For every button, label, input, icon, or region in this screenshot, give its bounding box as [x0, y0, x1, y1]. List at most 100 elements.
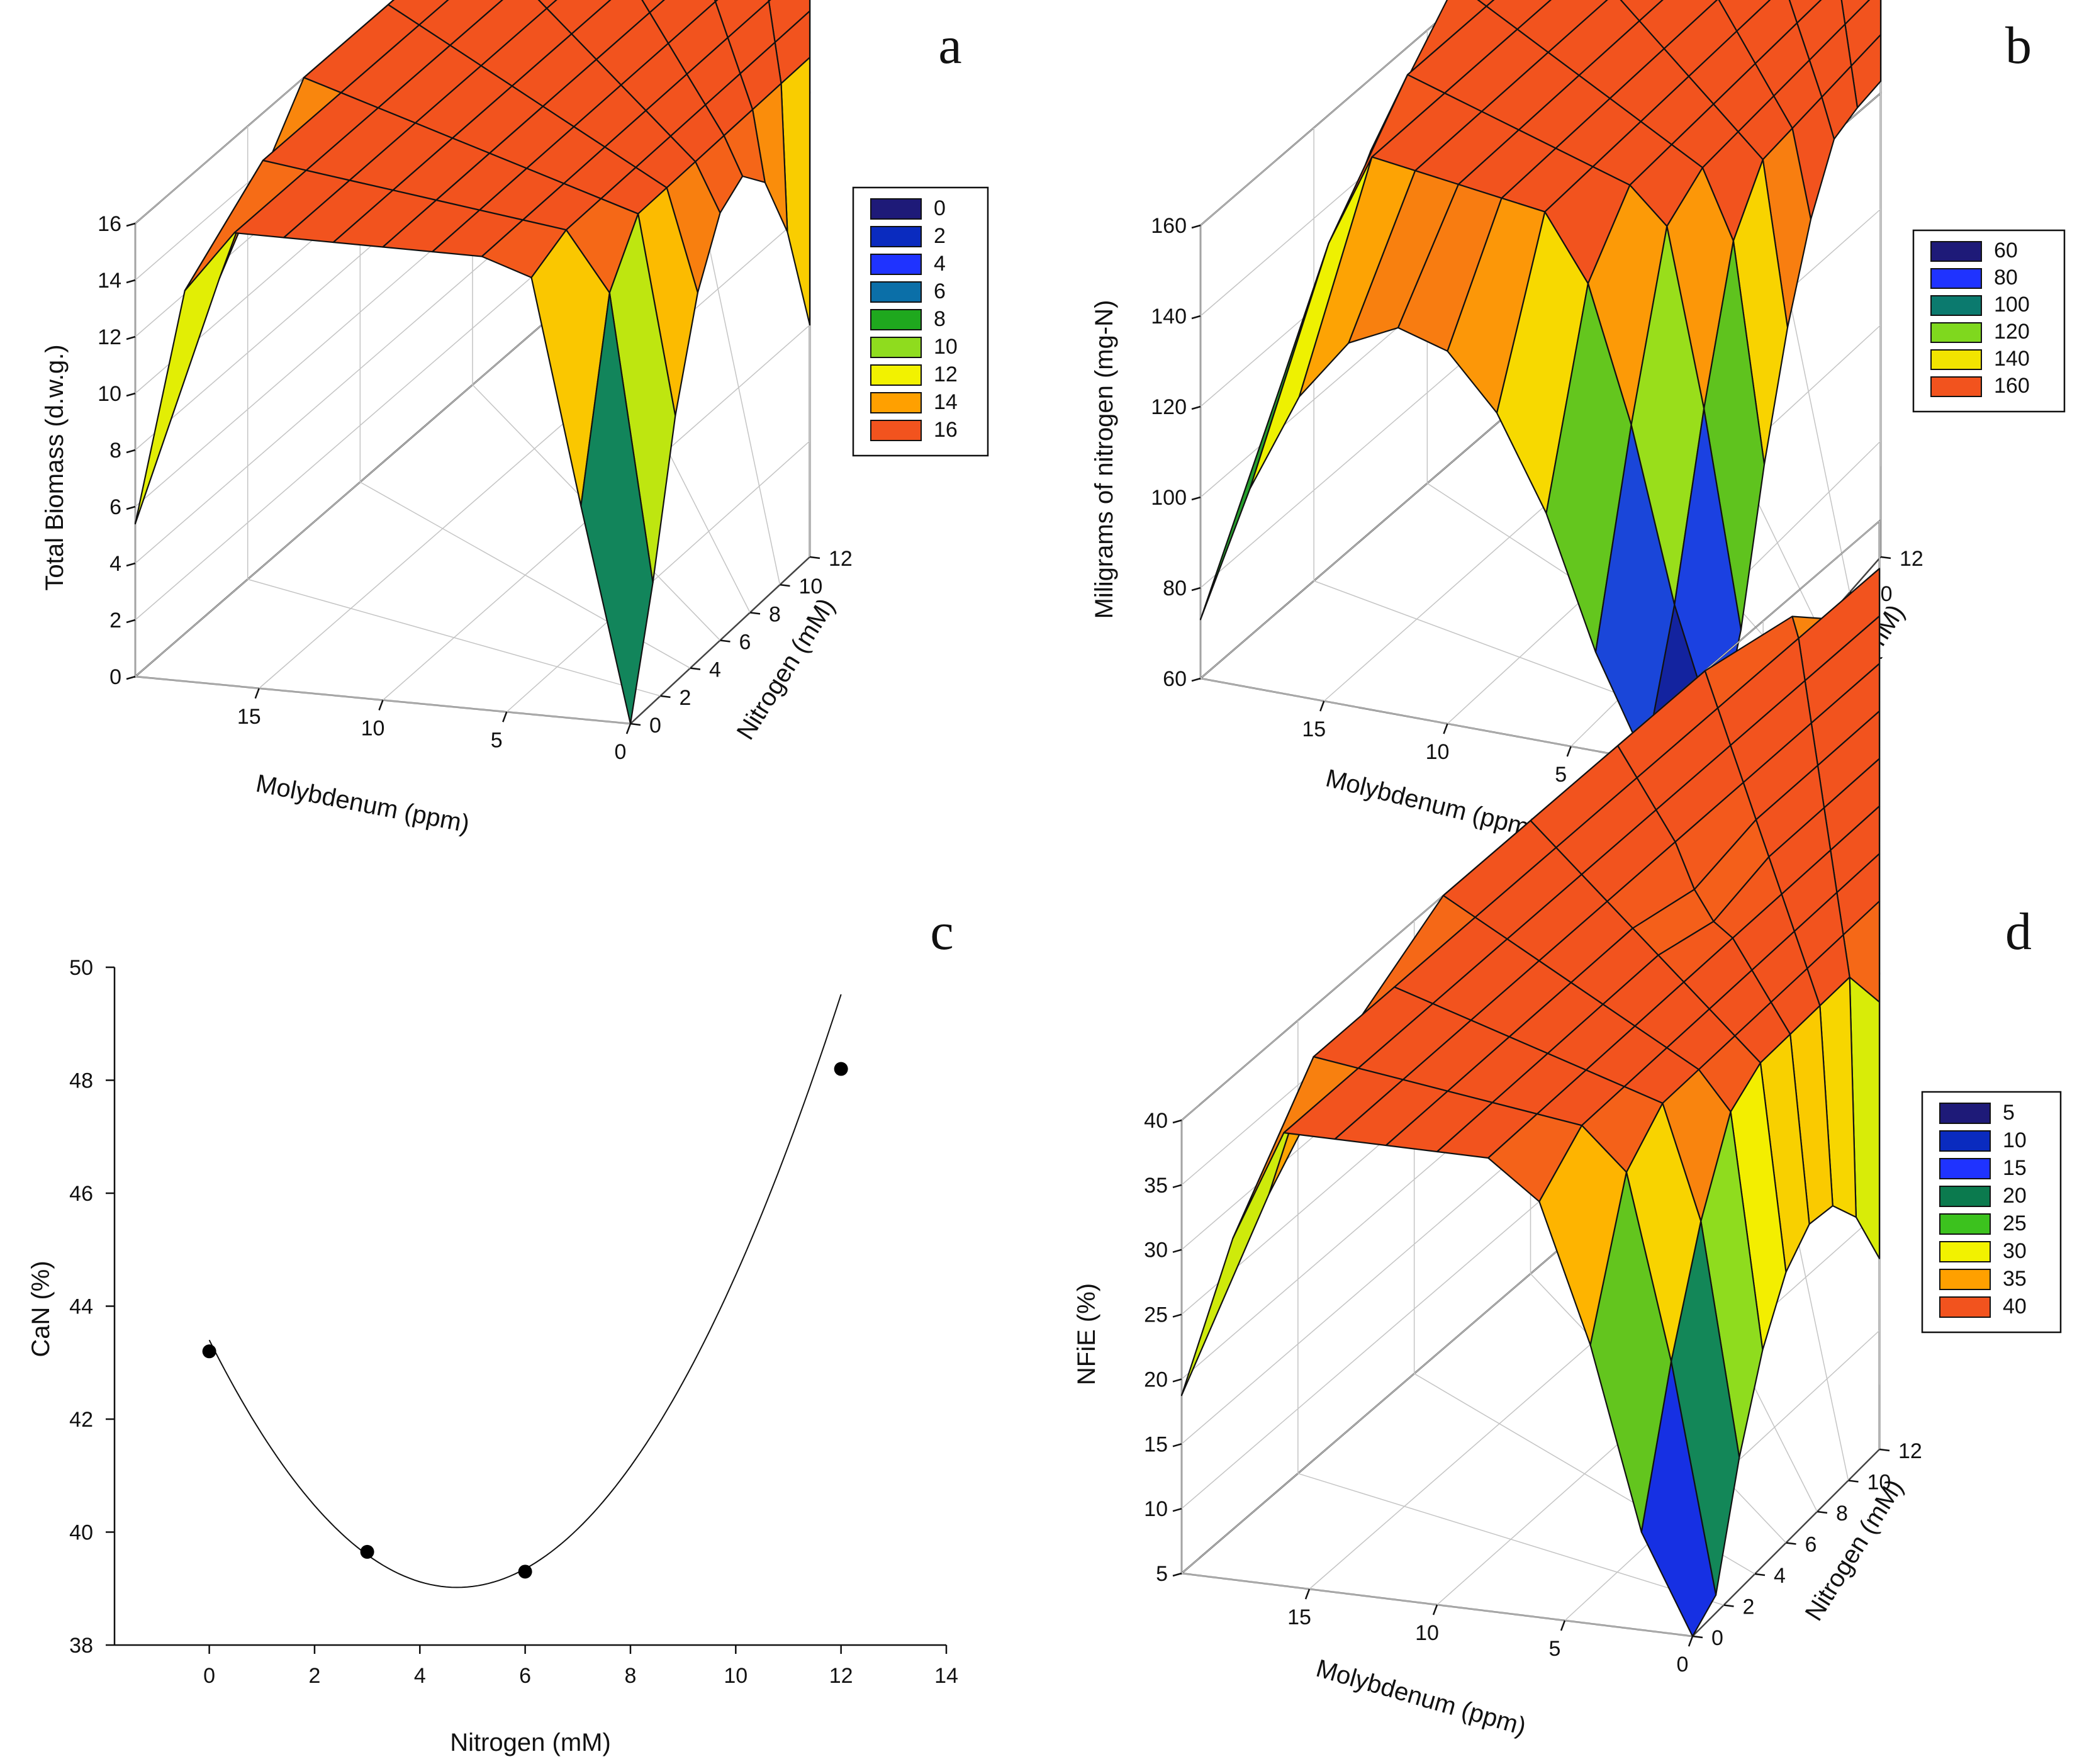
mo-tick-label: 10	[361, 717, 385, 741]
z-tick	[126, 279, 136, 284]
z-tick	[1172, 1507, 1182, 1512]
n-tick-label: 2	[680, 686, 691, 710]
z-tick-label: 16	[98, 212, 121, 236]
n-tick-label: 12	[829, 547, 853, 571]
n-tick-label: 8	[769, 602, 781, 626]
mo-tick-label: 10	[1426, 740, 1450, 764]
surface	[1180, 568, 1881, 1638]
z-tick-label: 15	[1144, 1432, 1168, 1456]
mo-tick	[1319, 700, 1325, 712]
mo-tick	[625, 723, 632, 734]
z-tick	[126, 562, 136, 567]
legend-label: 12	[934, 362, 958, 386]
panel-letter: c	[930, 902, 953, 961]
n-tick-label: 8	[1836, 1502, 1848, 1525]
nitrogen-axis-label: Nitrogen (mM)	[732, 593, 841, 744]
surface	[1199, 0, 1882, 770]
legend-label: 10	[934, 335, 958, 359]
n-tick	[1754, 1573, 1766, 1576]
y-axis-label: CaN (%)	[27, 1261, 55, 1357]
legend-swatch	[1930, 376, 1982, 397]
z-tick	[1191, 405, 1201, 410]
n-tick	[1880, 556, 1891, 559]
legend-label: 10	[2003, 1128, 2027, 1152]
molybdenum-axis-label: Molybdenum (ppm)	[254, 770, 472, 838]
z-tick-label: 10	[1144, 1497, 1168, 1521]
n-tick	[1879, 1448, 1890, 1452]
x-tick-label: 6	[519, 1664, 531, 1688]
z-tick	[1191, 315, 1201, 320]
n-tick	[690, 667, 701, 670]
z-axis-label: Miligrams of nitrogen (mg-N)	[1090, 300, 1118, 619]
x-tick-label: 10	[724, 1664, 747, 1688]
z-tick-label: 14	[98, 269, 121, 293]
n-tick-label: 12	[1900, 547, 1923, 571]
z-tick-label: 10	[98, 382, 121, 406]
legend-swatch	[870, 281, 922, 303]
y-tick-label: 42	[69, 1408, 93, 1432]
mo-floor-gridline	[259, 208, 810, 689]
surface	[134, 0, 811, 725]
legend-swatch	[1939, 1103, 1991, 1124]
n-tick	[809, 556, 820, 559]
z-tick	[1172, 1184, 1182, 1189]
mo-tick-label: 15	[1287, 1605, 1311, 1629]
z-tick-label: 0	[109, 665, 121, 689]
z-tick	[126, 335, 136, 340]
mo-tick	[378, 700, 384, 711]
n-tick-label: 10	[1867, 1471, 1891, 1495]
n-tick	[780, 583, 790, 587]
panel-letter: b	[2005, 16, 2032, 75]
z-tick-label: 160	[1151, 214, 1187, 238]
panel-letter: d	[2005, 902, 2032, 961]
legend-label: 100	[1994, 293, 2030, 317]
panel-letter: a	[938, 16, 961, 75]
x-tick-label: 8	[625, 1664, 637, 1688]
x-tick-label: 2	[308, 1664, 320, 1688]
z-tick	[126, 449, 136, 454]
legend-swatch	[870, 364, 922, 386]
legend-label: 2	[934, 224, 946, 248]
z-tick	[1172, 1572, 1182, 1577]
legend-label: 140	[1994, 347, 2030, 371]
z-tick	[1191, 587, 1201, 592]
z-tick-label: 6	[109, 495, 121, 519]
mo-tick	[1560, 1620, 1566, 1631]
legend-swatch	[870, 254, 922, 275]
n-tick-label: 0	[649, 714, 661, 738]
x-tick-label: 12	[829, 1664, 853, 1688]
z-tick	[126, 619, 136, 624]
y-tick-label: 38	[69, 1634, 93, 1658]
legend-label: 0	[934, 196, 946, 220]
legend-swatch	[870, 337, 922, 358]
n-tick	[720, 639, 731, 643]
data-point	[202, 1344, 216, 1359]
z-tick-label: 2	[109, 609, 121, 632]
z-tick-label: 25	[1144, 1303, 1168, 1327]
z-axis-label: Total Biomass (d.w.g.)	[41, 344, 69, 590]
x-axis-label: Nitrogen (mM)	[450, 1729, 611, 1756]
n-tick-label: 6	[739, 631, 751, 654]
mo-tick-label: 5	[1549, 1637, 1561, 1661]
n-tick	[630, 722, 641, 726]
z-tick-label: 140	[1151, 305, 1187, 329]
molybdenum-axis-label: Molybdenum (ppm)	[1313, 1654, 1529, 1741]
mo-tick	[1443, 723, 1448, 734]
legend-label: 40	[2003, 1295, 2027, 1318]
legend-label: 160	[1994, 374, 2030, 398]
n-tick-label: 12	[1898, 1439, 1922, 1463]
n-tick-label: 0	[1711, 1626, 1723, 1650]
n-tick-label: 4	[709, 658, 721, 682]
mo-tick-label: 5	[1555, 763, 1567, 787]
y-tick-label: 48	[69, 1069, 93, 1093]
z-tick-label: 5	[1156, 1562, 1168, 1586]
x-tick-label: 14	[934, 1664, 958, 1688]
legend-label: 14	[934, 390, 958, 414]
legend-swatch	[1939, 1269, 1991, 1290]
legend-swatch	[1930, 268, 1982, 289]
mo-tick	[502, 711, 508, 722]
molybdenum-axis-label: Molybdenum (ppm)	[1323, 764, 1540, 843]
n-tick-label: 4	[1774, 1564, 1786, 1588]
